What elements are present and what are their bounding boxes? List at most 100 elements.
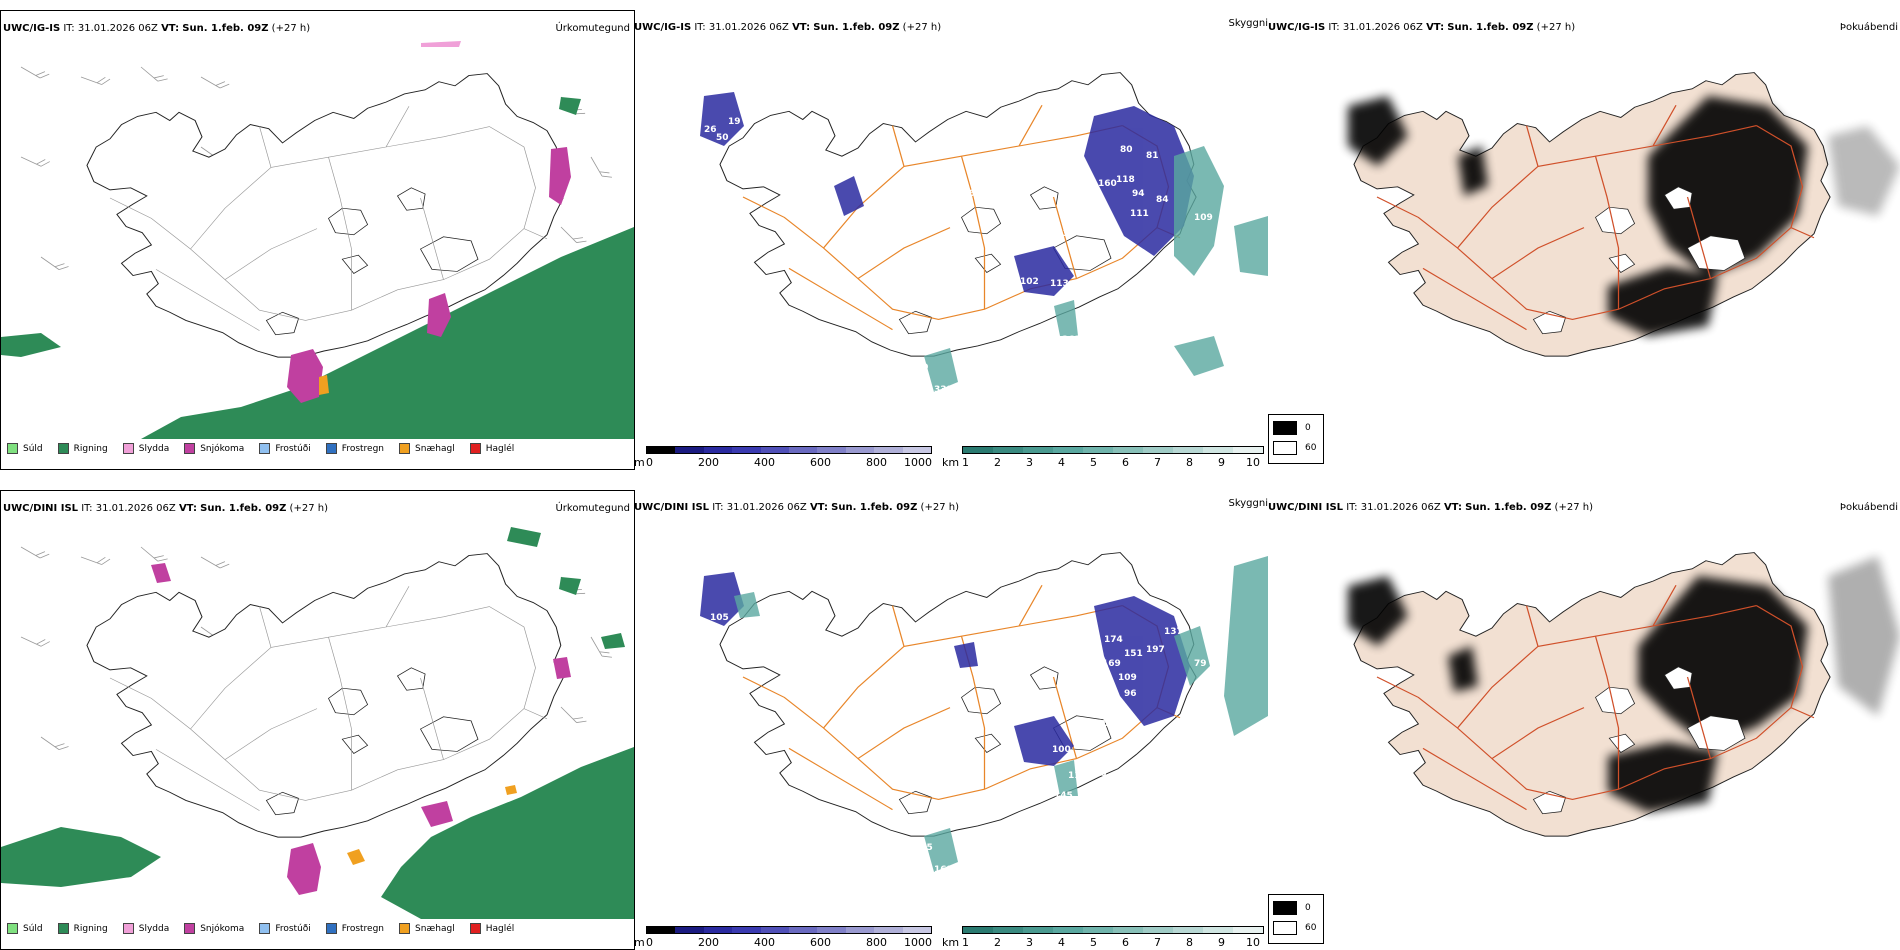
legend-swatch — [57, 443, 69, 454]
cloud-label: 118 — [1116, 175, 1135, 185]
precip-title: Úrkomutegund — [555, 23, 630, 34]
legend-item: Frostúði — [259, 923, 311, 934]
precip-panel-top: UWC/IG-IS IT: 31.01.2026 06Z VT: Sun. 1.… — [0, 10, 635, 470]
legend-item: 0 — [1273, 421, 1311, 435]
low-cloud-areas — [700, 92, 1194, 296]
cloud-label: 195 — [914, 843, 933, 853]
cloud-label: 94 — [1132, 189, 1145, 199]
precip-map — [1, 527, 634, 919]
legend-swatch — [57, 923, 69, 934]
colorbar-m-top: m 0 200 400 600 800 1000 — [634, 436, 934, 470]
legend-item: Snjókoma — [184, 443, 244, 454]
header-bottom-precip: UWC/DINI ISL IT: 31.01.2026 06Z VT: Sun.… — [3, 503, 328, 514]
cloud-map: 119 104 105 203 174 169 151 197 137 109 … — [700, 551, 1268, 875]
cloud-label: 105 — [710, 613, 729, 623]
low-cloud-areas — [700, 572, 1190, 766]
cloud-labels: 119 104 105 203 174 169 151 197 137 109 … — [710, 563, 1207, 875]
fog-panel-bottom: UWC/DINI ISL IT: 31.01.2026 06Z VT: Sun.… — [1268, 490, 1900, 950]
colorbar-unit: m — [634, 936, 645, 949]
cloud-label: 109 — [1118, 673, 1137, 683]
hail-area — [319, 375, 329, 395]
legend-item: Slydda — [122, 923, 169, 934]
cloud-labels: 26 50 19 106 22 196 106 113 80 81 160 11… — [704, 117, 1213, 395]
visibility-areas — [734, 556, 1268, 872]
cloud-label: 197 — [1146, 645, 1165, 655]
colorbar-km-strip — [962, 446, 1264, 454]
colorbar-m-strip — [646, 926, 932, 934]
cloud-label: 119 — [1068, 771, 1087, 781]
legend-swatch — [122, 923, 134, 934]
cloud-panel-bottom: UWC/DINI ISL IT: 31.01.2026 06Z VT: Sun.… — [634, 490, 1268, 950]
rain-area — [1, 527, 634, 919]
legend-item: Haglél — [469, 443, 514, 454]
snow-area — [151, 563, 571, 895]
cloud-label: 338 — [934, 385, 953, 395]
legend-item: Frostregn — [325, 923, 384, 934]
vt-label: VT: — [161, 23, 180, 34]
header-bottom-cloud: UWC/DINI ISL IT: 31.01.2026 06Z VT: Sun.… — [634, 502, 959, 513]
cloud-label: 262 — [1062, 335, 1081, 345]
it-value: 31.01.2026 06Z — [77, 23, 158, 34]
cloud-label: 168 — [934, 865, 953, 875]
cloud-label: 16 — [1094, 769, 1107, 779]
colorbar-unit: km — [942, 456, 960, 469]
colorbar-unit: km — [942, 936, 960, 949]
legend-item: Slydda — [122, 443, 169, 454]
legend-item: Haglél — [469, 923, 514, 934]
cloud-label: 137 — [1164, 627, 1183, 637]
cloud-map: 26 50 19 106 22 196 106 113 80 81 160 11… — [700, 71, 1268, 395]
fog-title: Þokuábendi — [1839, 502, 1898, 513]
cloud-label: 125 — [1090, 719, 1109, 729]
cloud-label: 80 — [1120, 145, 1133, 155]
fog-legend-top: 0 60 — [1268, 414, 1324, 464]
cloud-label: 106 — [956, 189, 975, 199]
colorbar-km-strip — [962, 926, 1264, 934]
legend-item: Snjókoma — [184, 923, 244, 934]
cloud-label: 64 — [1118, 269, 1131, 279]
cloud-label: 113 — [1050, 279, 1069, 289]
cloud-label: 174 — [1104, 635, 1123, 645]
cloud-label: 50 — [716, 133, 729, 143]
cloud-label: 104 — [740, 579, 759, 589]
cloud-label: 145 — [1054, 791, 1073, 801]
legend-swatch — [399, 443, 411, 454]
cloud-label: 203 — [748, 625, 767, 635]
header-top-precip: UWC/IG-IS IT: 31.01.2026 06Z VT: Sun. 1.… — [3, 23, 310, 35]
fog-shading — [1348, 556, 1900, 812]
colorbar-km-top: km 1 2 3 4 5 6 7 8 9 10 — [942, 436, 1268, 470]
cloud-label: 19 — [728, 117, 741, 127]
cloud-label: 100 — [1052, 745, 1071, 755]
legend-item: Rigning — [57, 923, 108, 934]
legend-swatch — [325, 923, 337, 934]
legend-item: Rigning — [57, 443, 108, 454]
cloud-title: Skyggni — [1228, 18, 1268, 29]
precip-legend-top: Súld Rigning Slydda Snjókoma Frostúði Fr… — [7, 443, 529, 454]
header-top-fog: UWC/IG-IS IT: 31.01.2026 06Z VT: Sun. 1.… — [1268, 22, 1576, 33]
cloud-label: 151 — [1124, 649, 1143, 659]
legend-item: 60 — [1273, 441, 1316, 455]
colorbar-km-bottom: km 1 2 3 4 5 6 7 8 9 10 — [942, 916, 1268, 950]
cloud-label: 113 — [1050, 229, 1069, 239]
legend-swatch — [325, 443, 337, 454]
cloud-label: 22 — [974, 193, 987, 203]
legend-item: Frostregn — [325, 443, 384, 454]
header-bottom-fog: UWC/DINI ISL IT: 31.01.2026 06Z VT: Sun.… — [1268, 502, 1593, 513]
legend-swatch — [469, 443, 481, 454]
cloud-label: 81 — [1146, 151, 1159, 161]
precip-panel-bottom: UWC/DINI ISL IT: 31.01.2026 06Z VT: Sun.… — [0, 490, 635, 950]
precip-legend-bottom: Súld Rigning Slydda Snjókoma Frostúði Fr… — [7, 923, 529, 934]
legend-item: Snæhagl — [399, 443, 455, 454]
legend-swatch — [122, 443, 134, 454]
cloud-label: 230 — [1062, 809, 1081, 819]
cloud-label: 142 — [1094, 281, 1113, 291]
precip-map — [1, 41, 634, 439]
fog-panel-top: UWC/IG-IS IT: 31.01.2026 06Z VT: Sun. 1.… — [1268, 10, 1900, 470]
cloud-title: Skyggni — [1228, 498, 1268, 509]
sleet-area — [421, 41, 461, 47]
visibility-areas — [924, 146, 1268, 392]
colorbar-unit: m — [634, 456, 645, 469]
cloud-label: 79 — [1194, 659, 1207, 669]
cloud-label: 106 — [1060, 199, 1079, 209]
cloud-label: 96 — [1124, 689, 1137, 699]
colorbar-m-bottom: m 0 200 400 600 800 1000 — [634, 916, 934, 950]
